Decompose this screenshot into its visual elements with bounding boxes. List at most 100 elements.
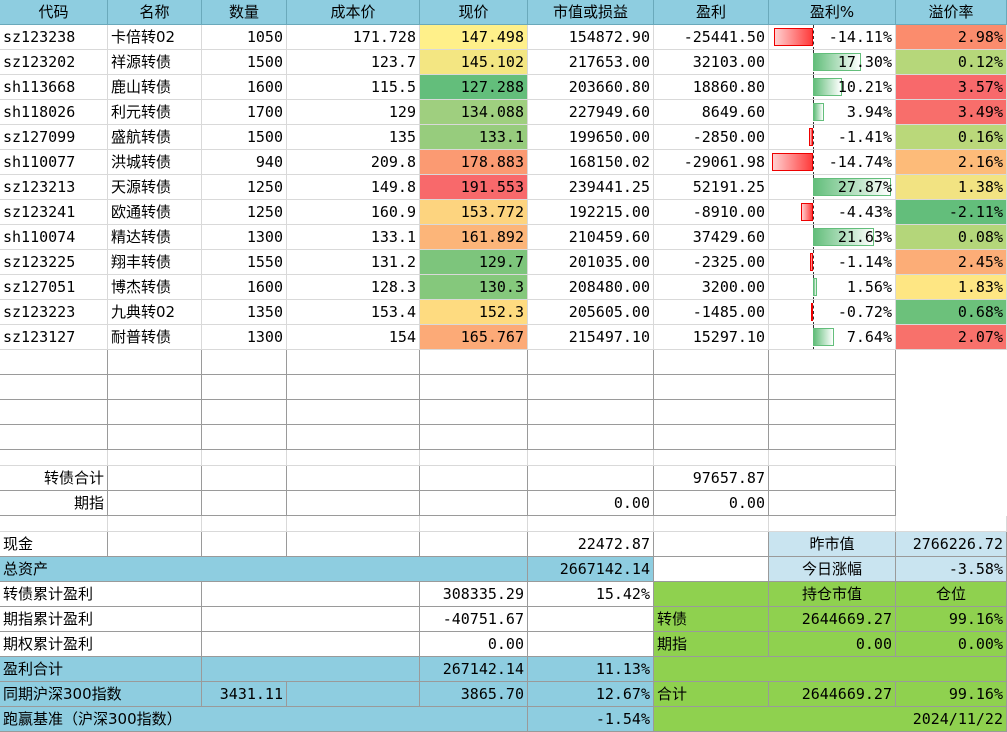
empty-cell[interactable]	[287, 491, 420, 516]
position-value-header[interactable]: 持仓市值	[769, 582, 896, 607]
empty-cell[interactable]	[108, 466, 202, 491]
empty-cell[interactable]	[654, 375, 769, 400]
profit-header[interactable]: 盈利	[654, 0, 769, 25]
price-cell[interactable]: 129.7	[420, 250, 528, 275]
empty-cell[interactable]	[769, 350, 896, 375]
cost-cell[interactable]: 149.8	[287, 175, 420, 200]
empty-cell[interactable]	[528, 400, 654, 425]
empty-cell[interactable]	[287, 466, 420, 491]
profit-pct-cell[interactable]: 10.21%	[769, 75, 896, 100]
premium-cell[interactable]: -2.11%	[896, 200, 1007, 225]
empty-cell[interactable]	[202, 350, 287, 375]
premium-cell[interactable]: 0.08%	[896, 225, 1007, 250]
qty-cell[interactable]: 1300	[202, 325, 287, 350]
empty-cell[interactable]	[108, 375, 202, 400]
profit-cell[interactable]: 3200.00	[654, 275, 769, 300]
code-cell[interactable]: sz123202	[0, 50, 108, 75]
name-header[interactable]: 名称	[108, 0, 202, 25]
bond-total-label[interactable]: 转债合计	[0, 466, 108, 491]
value-cell[interactable]: 203660.80	[528, 75, 654, 100]
empty-cell[interactable]	[287, 425, 420, 450]
total-assets-label[interactable]: 总资产	[0, 557, 528, 582]
futures-total-profit[interactable]: 0.00	[654, 491, 769, 516]
yesterday-label[interactable]: 昨市值	[769, 532, 896, 557]
price-cell[interactable]: 127.288	[420, 75, 528, 100]
empty-cell[interactable]	[0, 425, 108, 450]
empty-cell[interactable]	[769, 375, 896, 400]
name-cell[interactable]: 洪城转债	[108, 150, 202, 175]
price-cell[interactable]: 145.102	[420, 50, 528, 75]
price-cell[interactable]: 161.892	[420, 225, 528, 250]
value-cell[interactable]: 154872.90	[528, 25, 654, 50]
profit-cell[interactable]: -29061.98	[654, 150, 769, 175]
profit-cell[interactable]: 8649.60	[654, 100, 769, 125]
empty-cell[interactable]	[654, 582, 769, 607]
qty-cell[interactable]: 1500	[202, 125, 287, 150]
empty-cell[interactable]	[202, 400, 287, 425]
cost-cell[interactable]: 209.8	[287, 150, 420, 175]
bond-cum-value[interactable]: 308335.29	[420, 582, 528, 607]
empty-cell[interactable]	[528, 350, 654, 375]
qty-header[interactable]: 数量	[202, 0, 287, 25]
cost-cell[interactable]: 135	[287, 125, 420, 150]
premium-cell[interactable]: 2.98%	[896, 25, 1007, 50]
empty-cell[interactable]	[896, 516, 1007, 532]
position-header[interactable]: 仓位	[896, 582, 1007, 607]
value-cell[interactable]: 210459.60	[528, 225, 654, 250]
profit-cell[interactable]: -8910.00	[654, 200, 769, 225]
cost-cell[interactable]: 153.4	[287, 300, 420, 325]
today-change-label[interactable]: 今日涨幅	[769, 557, 896, 582]
profit-total-value[interactable]: 267142.14	[420, 657, 528, 682]
name-cell[interactable]: 鹿山转债	[108, 75, 202, 100]
empty-cell[interactable]	[202, 491, 287, 516]
qty-cell[interactable]: 1250	[202, 200, 287, 225]
futures-total-label[interactable]: 期指	[0, 491, 108, 516]
name-cell[interactable]: 博杰转债	[108, 275, 202, 300]
bond-position-label[interactable]: 转债	[654, 607, 769, 632]
price-cell[interactable]: 178.883	[420, 150, 528, 175]
empty-cell[interactable]	[769, 516, 896, 532]
code-cell[interactable]: sz123127	[0, 325, 108, 350]
index-pct[interactable]: 12.67%	[528, 682, 654, 707]
beat-benchmark-label[interactable]: 跑赢基准（沪深300指数）	[0, 707, 528, 732]
empty-cell[interactable]	[108, 532, 202, 557]
value-cell[interactable]: 215497.10	[528, 325, 654, 350]
value-cell[interactable]: 168150.02	[528, 150, 654, 175]
premium-cell[interactable]: 3.49%	[896, 100, 1007, 125]
empty-cell[interactable]	[654, 557, 769, 582]
bond-total-profit[interactable]: 97657.87	[654, 466, 769, 491]
empty-cell[interactable]	[654, 532, 769, 557]
empty-cell[interactable]	[528, 450, 654, 466]
name-cell[interactable]: 精达转债	[108, 225, 202, 250]
futures-position-value[interactable]: 0.00	[769, 632, 896, 657]
profit-cell[interactable]: -2850.00	[654, 125, 769, 150]
empty-cell[interactable]	[654, 450, 769, 466]
value-cell[interactable]: 199650.00	[528, 125, 654, 150]
empty-cell[interactable]	[287, 350, 420, 375]
empty-cell[interactable]	[108, 450, 202, 466]
empty-cell[interactable]	[287, 400, 420, 425]
bond-cum-pct[interactable]: 15.42%	[528, 582, 654, 607]
empty-cell[interactable]	[287, 516, 420, 532]
premium-cell[interactable]: 0.16%	[896, 125, 1007, 150]
code-cell[interactable]: sz123241	[0, 200, 108, 225]
premium-cell[interactable]: 2.45%	[896, 250, 1007, 275]
value-cell[interactable]: 217653.00	[528, 50, 654, 75]
empty-cell[interactable]	[108, 491, 202, 516]
empty-cell[interactable]	[528, 466, 654, 491]
empty-cell[interactable]	[0, 400, 108, 425]
code-cell[interactable]: sz127051	[0, 275, 108, 300]
cost-header[interactable]: 成本价	[287, 0, 420, 25]
profit-pct-cell[interactable]: 21.63%	[769, 225, 896, 250]
code-cell[interactable]: sh110074	[0, 225, 108, 250]
cost-cell[interactable]: 171.728	[287, 25, 420, 50]
code-cell[interactable]: sh118026	[0, 100, 108, 125]
cost-cell[interactable]: 115.5	[287, 75, 420, 100]
price-cell[interactable]: 133.1	[420, 125, 528, 150]
empty-cell[interactable]	[654, 516, 769, 532]
profit-pct-cell[interactable]: -14.11%	[769, 25, 896, 50]
empty-cell[interactable]	[420, 450, 528, 466]
code-cell[interactable]: sh113668	[0, 75, 108, 100]
cash-value[interactable]: 22472.87	[528, 532, 654, 557]
empty-cell[interactable]	[528, 607, 654, 632]
